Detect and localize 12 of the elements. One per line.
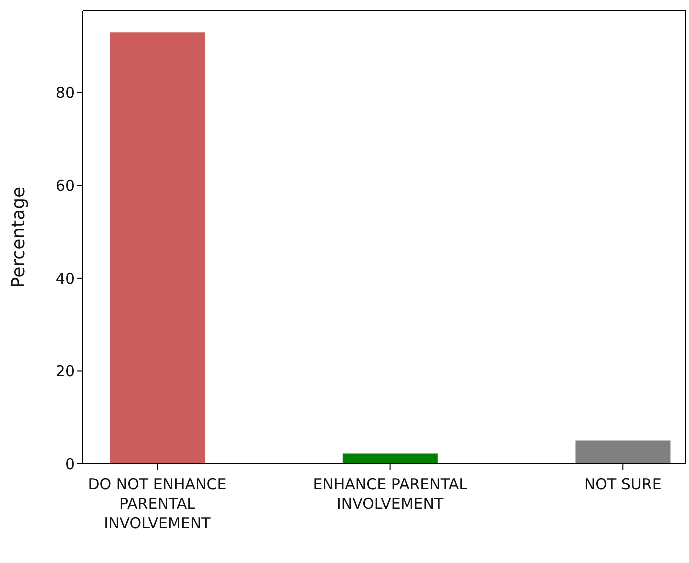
y-axis-title: Percentage: [8, 186, 30, 288]
x-tick-label: NOT SURE: [584, 476, 662, 494]
x-tick-label: DO NOT ENHANCE PARENTAL INVOLVEMENT: [88, 476, 227, 532]
y-tick-label: 40: [56, 270, 75, 288]
bar: [576, 440, 671, 464]
y-tick-label: 60: [56, 176, 75, 195]
y-tick-label: 20: [56, 362, 75, 381]
bar: [110, 32, 206, 464]
bar: [342, 454, 438, 464]
y-tick-label: 80: [56, 84, 75, 102]
x-tick-label: ENHANCE PARENTAL INVOLVEMENT: [313, 476, 468, 513]
y-tick-label: 0: [65, 455, 75, 474]
